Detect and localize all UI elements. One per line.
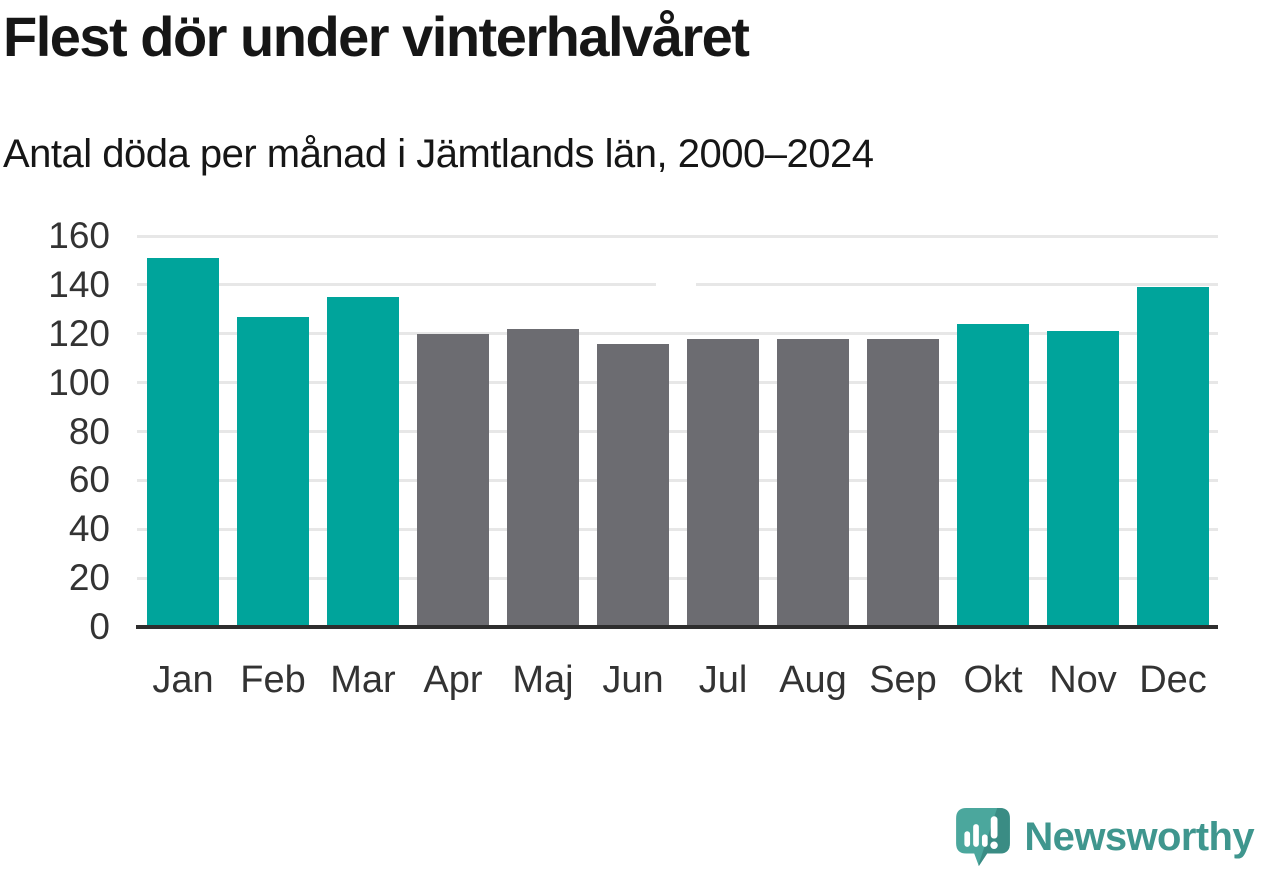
gridline xyxy=(137,430,1218,433)
y-tick-label: 160 xyxy=(48,215,110,256)
bar-sep xyxy=(867,339,939,627)
brand-name: Newsworthy xyxy=(1024,815,1254,859)
x-tick-label: Mar xyxy=(330,659,396,701)
bar-maj xyxy=(507,329,579,627)
newsworthy-bubble-chart-icon xyxy=(956,808,1011,866)
x-tick-label: Dec xyxy=(1139,659,1207,701)
y-tick-label: 20 xyxy=(68,557,110,599)
gridline xyxy=(137,478,1218,482)
bar-nov xyxy=(1047,331,1119,627)
x-tick-label: Jun xyxy=(602,659,664,701)
bar-jun xyxy=(597,344,669,627)
newsworthy-logo: Newsworthy xyxy=(955,806,1255,868)
bar-dec xyxy=(1137,287,1209,627)
x-tick-label: Feb xyxy=(240,659,306,701)
chart-subtitle: Antal döda per månad i Jämtlands län, 20… xyxy=(3,132,874,176)
gridline xyxy=(137,381,1218,385)
gridline xyxy=(137,576,1218,580)
y-tick-label: 100 xyxy=(48,361,110,403)
bar-aug xyxy=(777,339,849,627)
bar-okt xyxy=(957,324,1029,627)
x-tick-label: Apr xyxy=(423,659,483,701)
bar-feb xyxy=(237,317,309,627)
y-tick-label: 60 xyxy=(68,459,110,501)
gridline xyxy=(137,234,1218,238)
y-tick-label: 120 xyxy=(48,312,110,354)
x-tick-label: Sep xyxy=(869,659,937,701)
x-tick-label: Okt xyxy=(963,659,1023,701)
x-tick-label: Maj xyxy=(512,659,574,701)
y-tick-label: 80 xyxy=(68,410,110,452)
x-tick-label: Nov xyxy=(1049,659,1117,701)
x-tick-label: Jul xyxy=(698,659,748,701)
y-tick-label: 0 xyxy=(89,606,110,647)
x-tick-label: Aug xyxy=(779,659,847,701)
x-axis-line xyxy=(136,625,1218,629)
chart-title: Flest dör under vinterhalvåret xyxy=(3,5,750,68)
x-tick-label: Jan xyxy=(152,659,214,701)
gridline xyxy=(137,332,1218,336)
bar-mar xyxy=(327,297,399,627)
gridline xyxy=(137,527,1218,531)
y-tick-label: 140 xyxy=(48,263,110,305)
gridline-gap-artifact xyxy=(656,277,696,290)
bar-apr xyxy=(417,334,489,627)
bar-jul xyxy=(687,339,759,627)
y-tick-label: 40 xyxy=(68,508,110,550)
bar-jan xyxy=(147,258,219,627)
